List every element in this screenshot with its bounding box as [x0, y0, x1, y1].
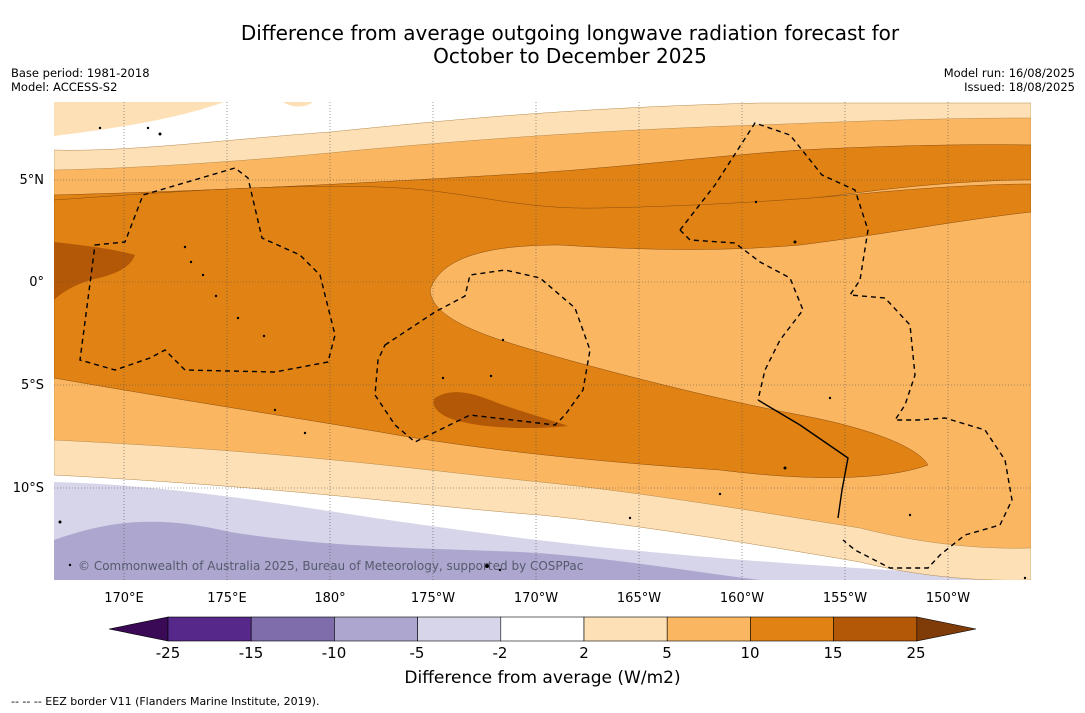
map-title: Difference from average outgoing longwav…	[0, 22, 1085, 68]
meta-left: Base period: 1981-2018 Model: ACCESS-S2	[11, 66, 150, 94]
issued-date: Issued: 18/08/2025	[964, 80, 1075, 94]
eez-legend-footer: -- -- -- EEZ border V11 (Flanders Marine…	[11, 695, 320, 708]
lon-labels: 170°E 175°E 180° 175°W 170°W 165°W 160°W…	[104, 591, 970, 606]
lon-label: 170°W	[514, 591, 558, 606]
band-minus-5	[54, 521, 760, 580]
colorbar-tick: 10	[740, 644, 759, 662]
colorbar-tick: -15	[239, 644, 264, 662]
anomaly-field	[54, 102, 1031, 580]
title-line-1: Difference from average outgoing longwav…	[240, 21, 900, 45]
colorbar-tick: 5	[662, 644, 672, 662]
lon-label: 165°W	[617, 591, 661, 606]
colorbar-extend-low	[108, 616, 169, 642]
colorbar-tick: 15	[823, 644, 842, 662]
eez-borders	[79, 122, 1013, 569]
lon-label: 155°W	[823, 591, 867, 606]
colorbar-tick: -2	[493, 644, 508, 662]
band-15-25-central	[433, 392, 568, 428]
colorbar-cell	[500, 616, 585, 642]
colorbar-extend-high	[916, 616, 977, 642]
lat-label: 10°S	[13, 481, 44, 496]
colorbar-cell	[167, 616, 252, 642]
colorbar-cell	[334, 616, 418, 642]
band-2-5-north-b	[283, 102, 313, 107]
colorbar-ticks: -25 -15 -10 -5 -2 2 5 10 15 25	[156, 644, 926, 662]
colorbar-tick: 25	[906, 644, 925, 662]
lat-label: 5°S	[21, 378, 44, 393]
lon-label: 150°W	[926, 591, 970, 606]
copyright-text: © Commonwealth of Australia 2025, Bureau…	[78, 559, 583, 573]
band-2-5-north	[54, 102, 224, 136]
model-name: Model: ACCESS-S2	[11, 80, 118, 94]
colorbar-title: Difference from average (W/m2)	[404, 668, 681, 688]
colorbar-tick: -25	[156, 644, 181, 662]
colorbar-tick: -10	[322, 644, 347, 662]
lat-label: 0°	[29, 275, 44, 290]
lat-labels: 5°N 0° 5°S 10°S	[13, 173, 44, 496]
grid	[54, 102, 1031, 580]
lat-label: 5°N	[20, 173, 45, 188]
colorbar-cells	[108, 616, 977, 642]
colorbar-cell	[250, 616, 335, 642]
colorbar-cell	[833, 616, 918, 642]
lon-label: 170°E	[104, 591, 144, 606]
eez-solid-segment	[757, 399, 849, 519]
meta-right: Model run: 16/08/2025 Issued: 18/08/2025	[944, 66, 1075, 94]
base-period: Base period: 1981-2018	[11, 66, 150, 80]
band-10-15-main	[54, 183, 1031, 478]
title-line-2: October to December 2025	[433, 44, 707, 68]
islands	[58, 126, 1027, 580]
colorbar-tick: -5	[410, 644, 425, 662]
model-run: Model run: 16/08/2025	[943, 66, 1075, 80]
lon-label: 175°W	[411, 591, 455, 606]
lon-label: 160°W	[720, 591, 764, 606]
lon-label: 180°	[314, 591, 345, 606]
colorbar-cell	[666, 616, 751, 642]
colorbar-tick: 2	[579, 644, 589, 662]
colorbar-cell	[583, 616, 668, 642]
band-15-25-west	[54, 242, 135, 300]
lon-label: 175°E	[207, 591, 247, 606]
colorbar-cell	[750, 616, 834, 642]
colorbar-cell	[417, 616, 502, 642]
